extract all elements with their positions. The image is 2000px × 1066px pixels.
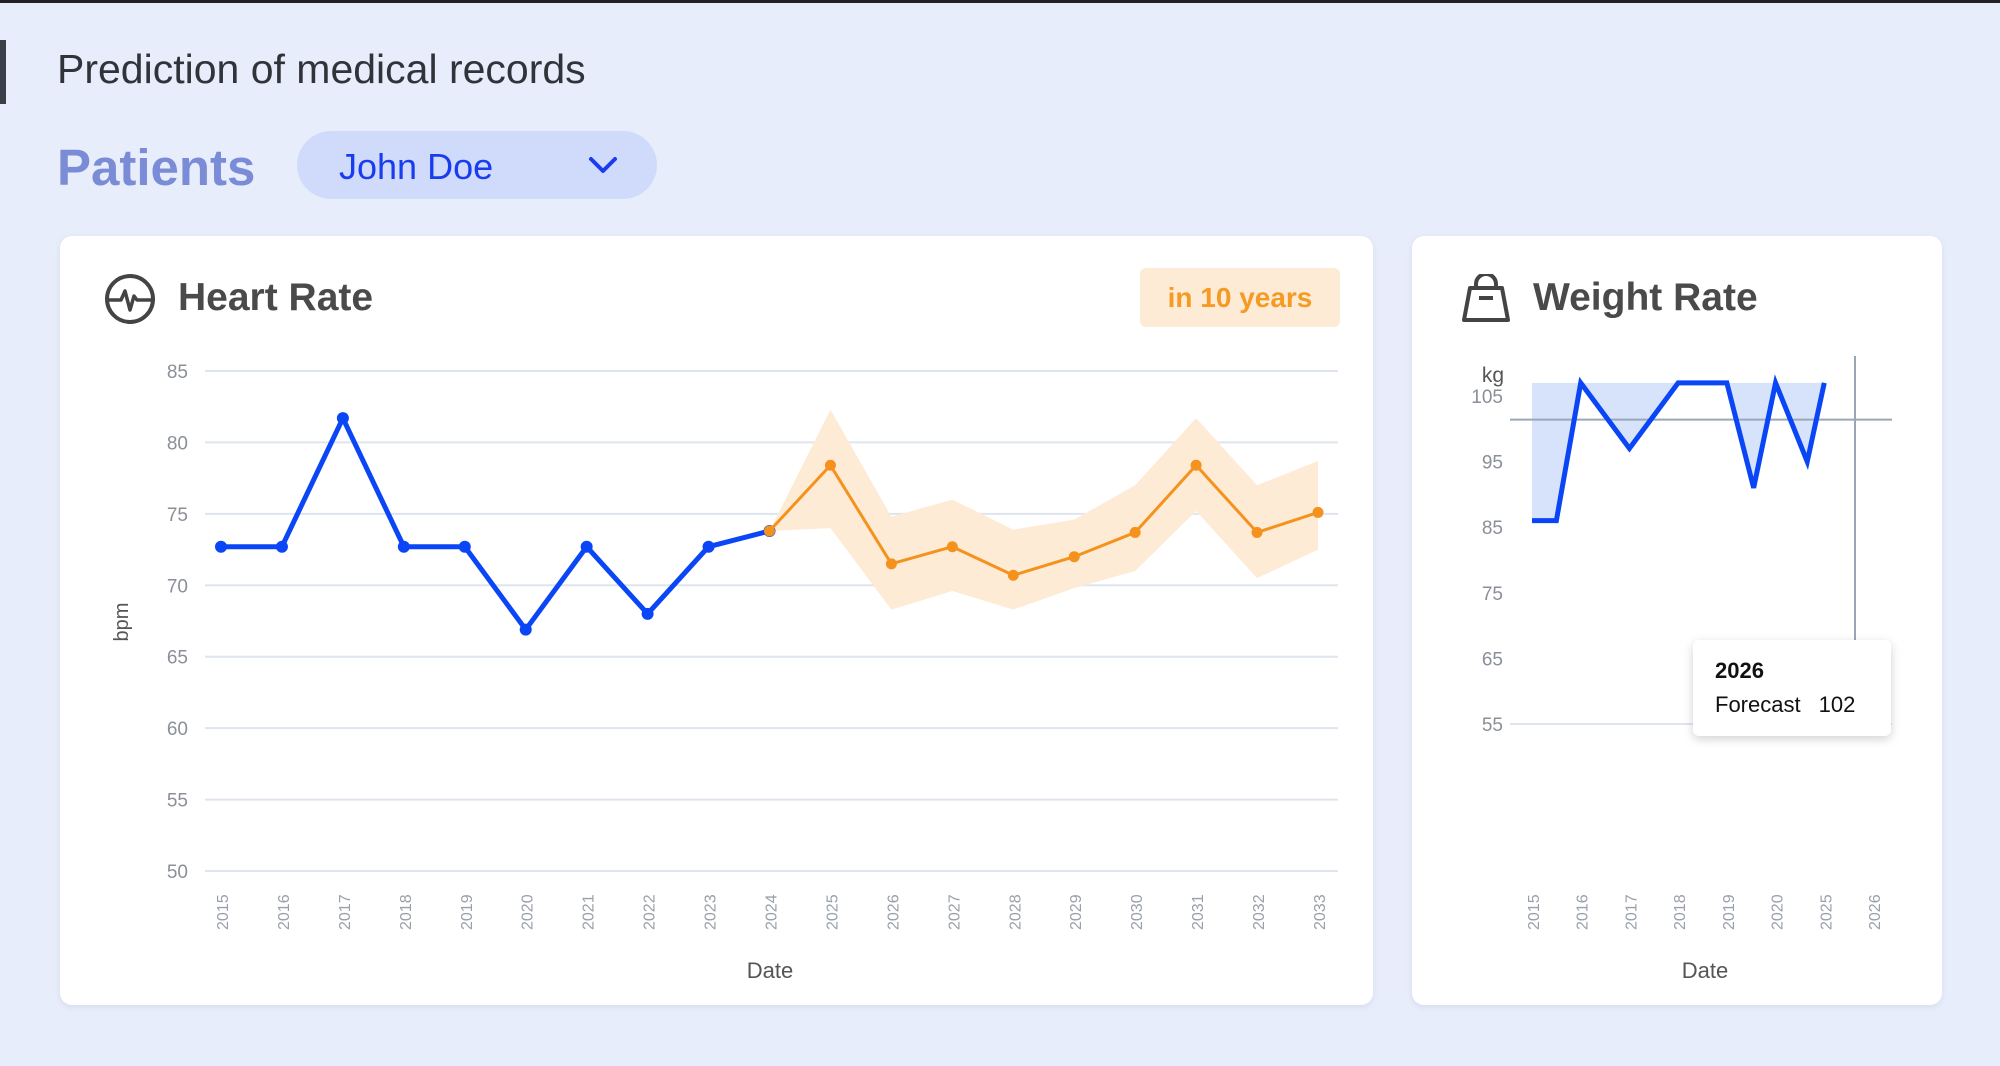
patient-dropdown[interactable]: John Doe [297, 131, 657, 199]
heart-rate-card [60, 236, 1373, 1005]
chevron-down-icon [589, 157, 617, 173]
tooltip-value: 102 [1818, 692, 1856, 717]
tooltip-title: 2026 [1715, 658, 1764, 683]
forecast-range-badge[interactable]: in 10 years [1140, 268, 1340, 327]
heart-rate-title: Heart Rate [178, 276, 374, 319]
patient-dropdown-value: John Doe [339, 146, 494, 187]
weight-rate-title: Weight Rate [1533, 276, 1758, 319]
chart-tooltip: 2026 Forecast 102 [1693, 640, 1891, 736]
weight-icon [1462, 274, 1510, 322]
title-accent-bar [0, 40, 6, 104]
patients-label: Patients [57, 139, 256, 196]
heart-pulse-icon [105, 274, 155, 324]
page-title: Prediction of medical records [57, 46, 586, 92]
weight-rate-card [1412, 236, 1942, 1005]
top-border [0, 0, 2000, 3]
tooltip-label: Forecast [1715, 692, 1801, 717]
